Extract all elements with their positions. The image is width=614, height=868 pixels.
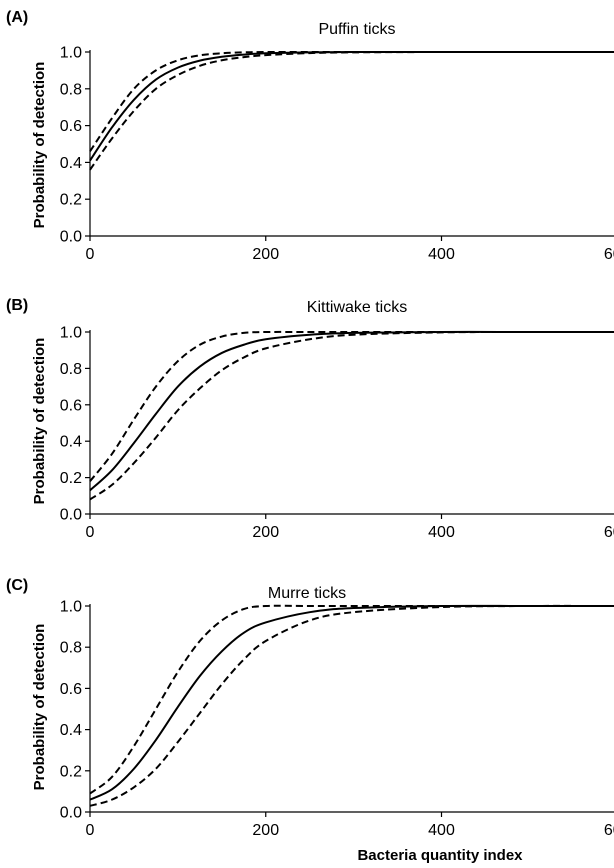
y-tick-label: 0.4: [60, 722, 82, 739]
panel-label-c: (C): [6, 577, 28, 594]
x-tick-label: 400: [428, 246, 455, 263]
y-tick-label: 0.0: [60, 507, 82, 524]
x-tick-label: 400: [428, 822, 455, 839]
y-tick-label: 0.8: [60, 640, 82, 657]
x-tick-label: 600: [604, 246, 614, 263]
y-axis-label-c: Probability of detection: [31, 624, 48, 791]
y-tick-label: 1.0: [60, 325, 82, 342]
series-lower-ci-line-c: [89, 604, 614, 807]
series-upper-ci-line-c: [89, 604, 614, 795]
y-axis-label-a: Probability of detection: [31, 62, 48, 229]
series-lower-ci-line-a: [89, 50, 614, 171]
x-tick-label: 0: [86, 246, 95, 263]
y-tick-label: 1.0: [60, 599, 82, 616]
y-tick-label: 1.0: [60, 45, 82, 62]
series-fitted-line-b: [89, 330, 614, 492]
y-axis-label-b: Probability of detection: [31, 338, 48, 505]
x-tick-label: 0: [86, 524, 95, 541]
y-tick-label: 0.0: [60, 805, 82, 822]
series-upper-ci-line-b: [89, 330, 614, 482]
x-tick-label: 200: [252, 822, 279, 839]
y-tick-label: 0.4: [60, 155, 82, 172]
x-axis-label-c: Bacteria quantity index: [357, 847, 523, 864]
series-fitted-line-a: [89, 50, 614, 162]
y-tick-label: 0.6: [60, 118, 82, 135]
y-tick-label: 0.8: [60, 361, 82, 378]
x-tick-label: 0: [86, 822, 95, 839]
panel-b: (B) Kittiwake ticks Probability of detec…: [6, 297, 614, 541]
y-tick-label: 0.2: [60, 763, 82, 780]
x-tick-label: 400: [428, 524, 455, 541]
panel-label-b: (B): [6, 297, 28, 314]
y-tick-label: 0.8: [60, 81, 82, 98]
x-tick-label: 600: [604, 524, 614, 541]
panel-c: (C) Murre ticks Probability of detection…: [6, 577, 614, 864]
y-tick-label: 0.0: [60, 229, 82, 246]
x-tick-label: 200: [252, 246, 279, 263]
y-tick-label: 0.4: [60, 434, 82, 451]
panel-label-a: (A): [6, 9, 28, 26]
y-tick-label: 0.6: [60, 681, 82, 698]
chart-title-b: Kittiwake ticks: [307, 299, 407, 316]
x-tick-label: 200: [252, 524, 279, 541]
panel-a: (A) Puffin ticks Probability of detectio…: [6, 9, 614, 263]
y-tick-label: 0.2: [60, 470, 82, 487]
chart-title-c: Murre ticks: [268, 585, 346, 602]
series-fitted-line-c: [89, 604, 614, 801]
y-tick-label: 0.2: [60, 192, 82, 209]
y-tick-label: 0.6: [60, 397, 82, 414]
series-upper-ci-line-a: [89, 50, 614, 152]
x-tick-label: 600: [604, 822, 614, 839]
series-lower-ci-line-b: [89, 330, 614, 501]
chart-title-a: Puffin ticks: [318, 21, 395, 38]
